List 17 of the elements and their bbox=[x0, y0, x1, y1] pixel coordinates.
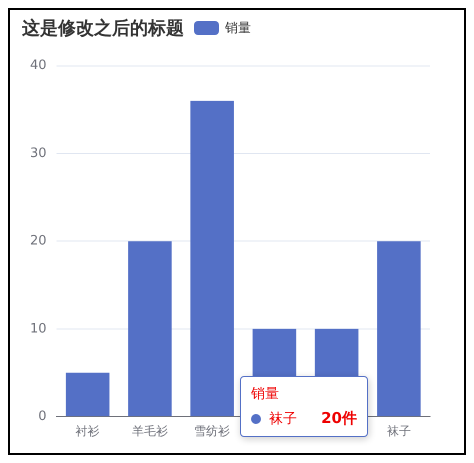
bar bbox=[128, 241, 172, 416]
x-tick-label: 衬衫 bbox=[76, 424, 100, 438]
y-tick-label: 30 bbox=[30, 146, 47, 161]
x-tick-label: 雪纺衫 bbox=[194, 424, 230, 438]
x-tick-label: 袜子 bbox=[386, 424, 411, 438]
annotation: 销量 bbox=[251, 385, 280, 403]
bar bbox=[190, 100, 234, 416]
y-tick-label: 10 bbox=[30, 321, 47, 336]
y-tick-label: 20 bbox=[30, 234, 47, 249]
annotation: 20件 bbox=[321, 409, 357, 428]
y-tick-label: 40 bbox=[30, 58, 47, 74]
x-tick-label: 羊毛衫 bbox=[132, 424, 168, 438]
legend-label: 销量 bbox=[225, 20, 251, 37]
bar bbox=[377, 241, 421, 416]
y-tick-label: 0 bbox=[38, 408, 47, 424]
bar bbox=[66, 372, 110, 416]
chart-title: 这是修改之后的标题 bbox=[22, 17, 184, 40]
